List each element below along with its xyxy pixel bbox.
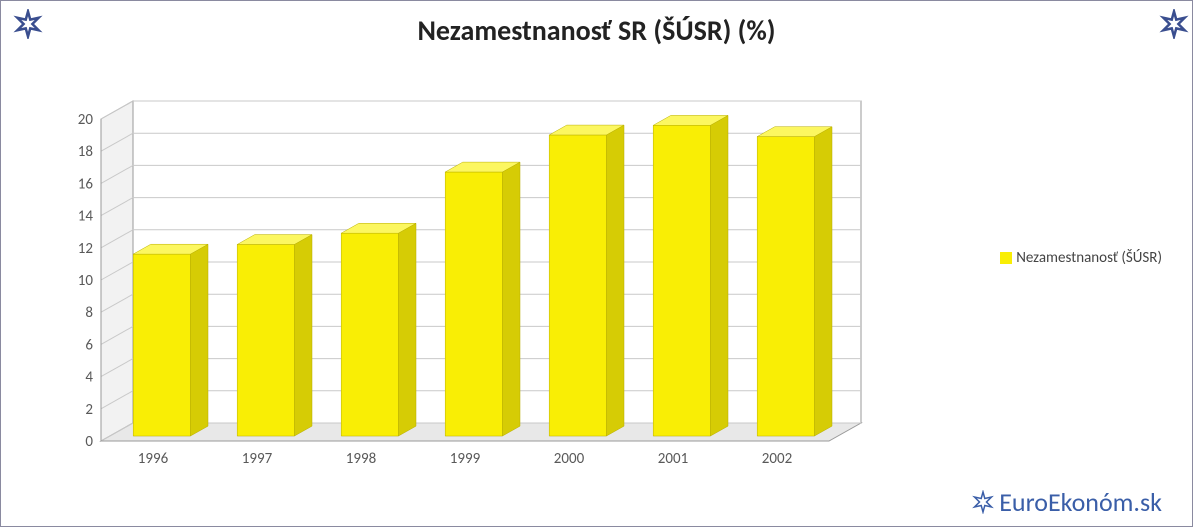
bar bbox=[549, 135, 606, 436]
x-tick-label: 2000 bbox=[554, 450, 585, 468]
y-tick-label: 10 bbox=[78, 272, 94, 290]
bar bbox=[133, 254, 190, 436]
y-tick-label: 2 bbox=[85, 401, 93, 419]
x-tick-label: 2002 bbox=[762, 450, 792, 468]
watermark-text: EuroEkonóm.sk bbox=[999, 486, 1162, 518]
chart-title: Nezamestnanosť SR (ŠÚSR) (%) bbox=[1, 13, 1192, 48]
bar bbox=[341, 233, 398, 436]
y-tick-label: 8 bbox=[85, 304, 93, 322]
watermark: EuroEkonóm.sk bbox=[971, 486, 1162, 518]
y-tick-label: 6 bbox=[85, 336, 93, 354]
y-tick-label: 14 bbox=[78, 208, 94, 226]
legend-swatch bbox=[1000, 252, 1012, 264]
bar bbox=[445, 172, 502, 436]
bar bbox=[653, 125, 710, 436]
chart-plot-area: 0 2 4 6 8 10 12 14 16 18 20 1996 1997 1998 1999 2000 200… bbox=[51, 81, 881, 481]
y-tick-label: 20 bbox=[78, 111, 94, 129]
y-tick-label: 0 bbox=[85, 433, 93, 451]
x-tick-label: 1996 bbox=[138, 450, 169, 468]
star-icon bbox=[971, 490, 995, 514]
y-tick-label: 16 bbox=[78, 175, 94, 193]
x-tick-label: 1999 bbox=[450, 450, 481, 468]
legend: Nezamestnanosť (ŠÚSR) bbox=[1000, 249, 1162, 267]
bar bbox=[237, 244, 294, 436]
x-tick-label: 2001 bbox=[658, 450, 688, 468]
bar bbox=[757, 137, 814, 436]
legend-label: Nezamestnanosť (ŠÚSR) bbox=[1016, 249, 1162, 267]
y-tick-label: 18 bbox=[78, 143, 93, 161]
chart-container: Nezamestnanosť SR (ŠÚSR) (%) 0 2 4 6 8 10 12 14… bbox=[0, 0, 1193, 527]
x-tick-label: 1997 bbox=[242, 450, 273, 468]
x-tick-label: 1998 bbox=[346, 450, 376, 468]
y-tick-label: 4 bbox=[85, 369, 93, 387]
y-tick-label: 12 bbox=[78, 240, 93, 258]
